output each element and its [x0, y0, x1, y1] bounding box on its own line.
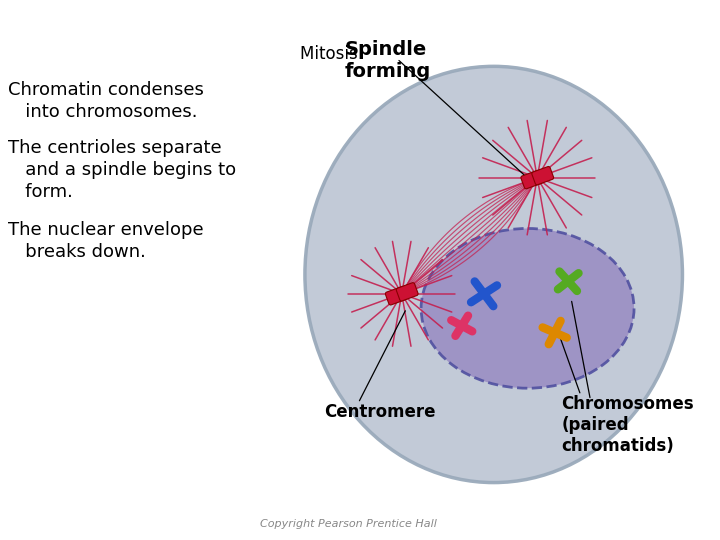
- FancyBboxPatch shape: [396, 282, 418, 301]
- Text: breaks down.: breaks down.: [8, 244, 145, 261]
- Text: Chromosomes
(paired
chromatids): Chromosomes (paired chromatids): [562, 395, 694, 455]
- Text: Copyright Pearson Prentice Hall: Copyright Pearson Prentice Hall: [260, 519, 437, 529]
- Text: Centromere: Centromere: [324, 403, 436, 421]
- FancyBboxPatch shape: [532, 166, 554, 185]
- Text: Spindle
forming: Spindle forming: [345, 40, 431, 81]
- Text: into chromosomes.: into chromosomes.: [8, 103, 197, 121]
- FancyBboxPatch shape: [521, 171, 543, 189]
- Text: The centrioles separate: The centrioles separate: [8, 139, 221, 157]
- FancyBboxPatch shape: [385, 287, 408, 305]
- Text: and a spindle begins to: and a spindle begins to: [8, 161, 236, 179]
- Text: Mitosis: Mitosis: [300, 45, 363, 63]
- Text: form.: form.: [8, 184, 73, 201]
- Ellipse shape: [421, 228, 634, 388]
- Text: The nuclear envelope: The nuclear envelope: [8, 221, 203, 239]
- Text: Chromatin condenses: Chromatin condenses: [8, 81, 204, 99]
- Ellipse shape: [305, 66, 683, 483]
